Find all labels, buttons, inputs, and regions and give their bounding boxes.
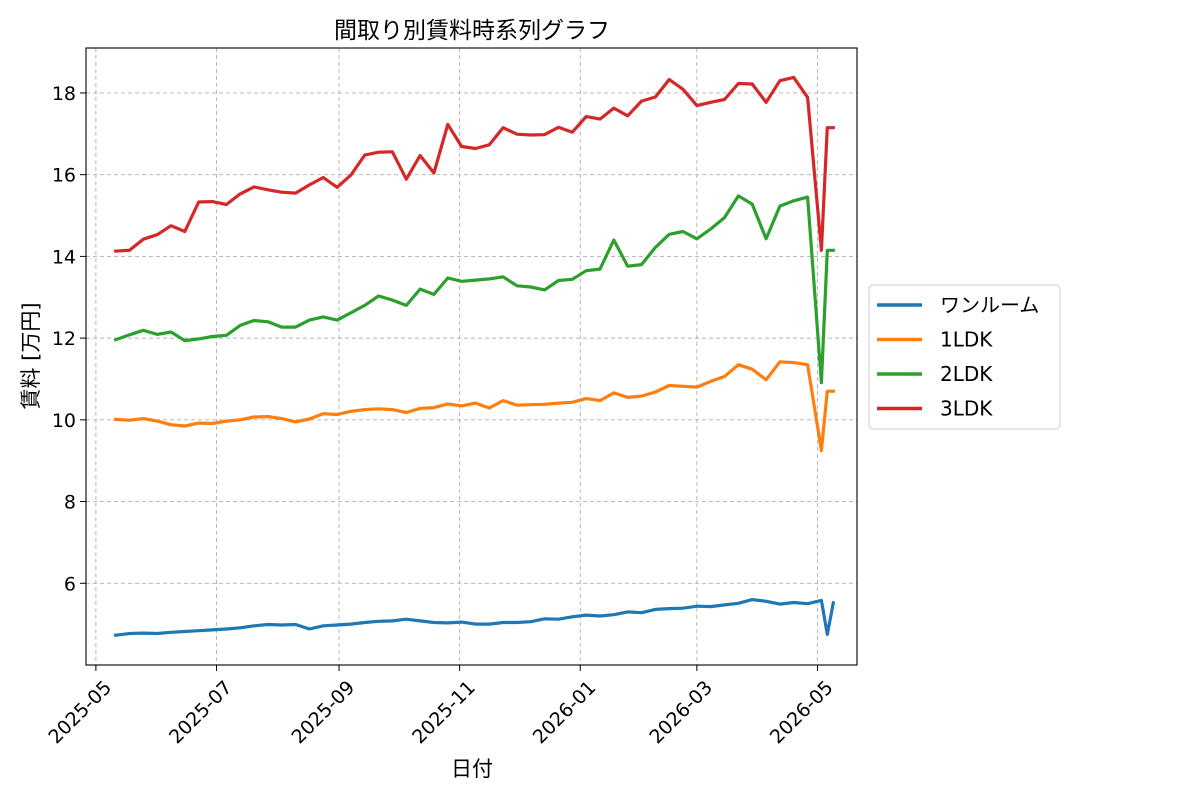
series-line — [113, 597, 836, 637]
y-tick-label: 12 — [52, 328, 76, 350]
y-tick-label: 8 — [64, 492, 76, 514]
y-tick-label: 16 — [52, 165, 76, 187]
legend-label: 1LDK — [940, 328, 993, 352]
grid-lines — [86, 48, 857, 665]
chart-title: 間取り別賃料時系列グラフ — [334, 18, 610, 44]
y-tick-label: 14 — [52, 246, 76, 268]
y-tick-label: 6 — [64, 573, 76, 595]
series-line — [114, 75, 835, 253]
plot-frame — [85, 47, 858, 666]
legend-label: 3LDK — [940, 397, 993, 421]
legend: ワンルーム 1LDK 2LDK 3LDK — [868, 284, 1061, 430]
series-line — [113, 194, 835, 385]
legend-label: ワンルーム — [940, 293, 1039, 317]
series-line — [114, 360, 835, 453]
x-axis-label: 日付 — [451, 757, 493, 781]
y-axis-label: 賃料 [万円] — [19, 302, 43, 409]
y-axis: 6 8 10 12 14 16 18 — [52, 83, 86, 595]
series-layer — [113, 75, 836, 637]
legend-label: 2LDK — [940, 362, 993, 386]
y-tick-label: 18 — [52, 83, 76, 105]
y-tick-label: 10 — [52, 410, 76, 432]
legend-box — [868, 284, 1061, 430]
